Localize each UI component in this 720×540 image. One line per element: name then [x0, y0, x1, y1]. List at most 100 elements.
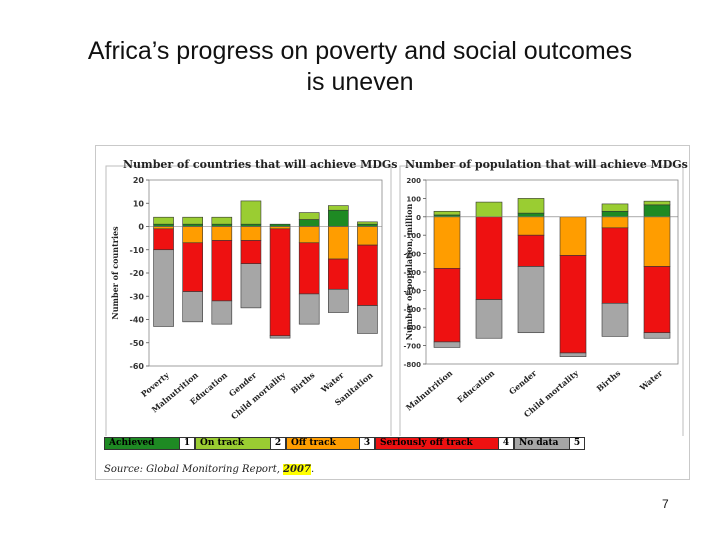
population-ytick-label: -300 [403, 269, 421, 277]
countries-bar-sanitation-off-track [357, 226, 378, 246]
countries-ytick-label: -20 [130, 269, 145, 278]
population-ytick-label: -800 [403, 361, 421, 369]
slide-title: Africa’s progress on poverty and social … [40, 36, 680, 98]
legend-label-no-data: No data [519, 438, 559, 448]
countries-bar-water-no-data [328, 288, 349, 313]
countries-bar-poverty-seriously-off-track [153, 228, 174, 251]
countries-bar-poverty-no-data [153, 249, 174, 327]
legend-code-on-track: 2 [270, 438, 285, 449]
countries-bar-sanitation-no-data [357, 305, 378, 334]
source-note: Source: Global Monitoring Report, 2007. [104, 464, 314, 475]
population-chart-title: Number of population that will achieve M… [405, 158, 688, 171]
population-bar-gender-seriously-off-track [517, 234, 545, 267]
population-bar-births-seriously-off-track [601, 227, 629, 304]
countries-bar-child-mortality-no-data [269, 335, 291, 339]
population-bar-malnutrition-no-data [433, 341, 461, 348]
population-bar-education-no-data [475, 299, 503, 339]
population-bar-water-on-track [643, 200, 671, 206]
countries-bar-water-achieved [328, 209, 349, 227]
population-ytick-label: 200 [406, 177, 421, 185]
countries-chart-title: Number of countries that will achieve MD… [123, 158, 398, 171]
page-number: 7 [662, 497, 669, 511]
population-bar-gender-on-track [517, 198, 545, 214]
countries-bar-gender-achieved [240, 223, 262, 227]
legend-code-achieved: 1 [179, 438, 194, 449]
countries-bar-births-on-track [298, 212, 320, 220]
countries-bar-gender-no-data [240, 263, 262, 309]
countries-bar-poverty-on-track [153, 216, 174, 225]
countries-bar-births-achieved [298, 219, 320, 227]
legend-label-off-track: Off track [291, 438, 336, 448]
legend-code-no-data: 5 [569, 438, 584, 449]
countries-bar-sanitation-achieved [357, 223, 378, 227]
source-suffix: . [310, 464, 315, 475]
legend-code-seriously-off-track: 4 [498, 438, 513, 449]
population-bar-water-off-track [643, 216, 671, 267]
slide-title-line-1: Africa’s progress on poverty and social … [87, 37, 633, 65]
countries-bar-education-on-track [211, 216, 233, 225]
population-bar-malnutrition-off-track [433, 216, 461, 269]
source-year: 2007 [283, 464, 311, 475]
charts-canvas: 20 100 -10 -20 -30 -40 -50 -60 Number of countri… [105, 165, 684, 436]
population-plot-area [425, 179, 679, 365]
countries-bar-education-no-data [211, 300, 233, 325]
legend-label-seriously-off-track: Seriously off track [380, 438, 473, 448]
countries-bar-births-off-track [298, 226, 320, 244]
countries-y-axis-label: Number of countries [110, 226, 120, 320]
population-ytick-label: -200 [403, 251, 421, 259]
countries-bar-child-mortality-off-track [269, 226, 291, 230]
countries-bar-sanitation-on-track [357, 221, 378, 225]
population-ytick-label: -700 [403, 343, 421, 351]
population-bar-malnutrition-on-track [433, 210, 461, 216]
countries-bar-malnutrition-achieved [182, 223, 203, 227]
source-prefix: Source [104, 464, 140, 475]
countries-bar-births-no-data [298, 293, 320, 325]
legend-item-no-data: No data 5 [514, 437, 585, 450]
legend-item-seriously-off-track: Seriously off track 4 [375, 437, 514, 450]
countries-bar-malnutrition-on-track [182, 216, 203, 225]
countries-bar-water-on-track [328, 205, 349, 211]
population-bar-water-achieved [643, 204, 671, 218]
countries-bar-malnutrition-no-data [182, 291, 203, 323]
countries-bar-education-seriously-off-track [211, 240, 233, 302]
countries-bar-child-mortality-seriously-off-track [269, 228, 291, 337]
countries-bar-gender-off-track [240, 226, 262, 241]
population-bar-gender-achieved [517, 212, 545, 218]
population-bar-births-no-data [601, 302, 629, 337]
population-y-axis-label: Number of population, million [404, 204, 414, 341]
countries-bar-poverty-off-track [153, 226, 174, 230]
population-bar-child-mortality-seriously-off-track [559, 255, 587, 354]
population-bar-water-seriously-off-track [643, 266, 671, 334]
figure-panel: 20 10 0 -10 -20 -30 -40 -50 -60 Number of countri… [95, 145, 690, 480]
population-bar-births-off-track [601, 216, 629, 229]
legend: Achieved 1 On track 2 Off track 3 Seriou… [104, 437, 585, 450]
legend-label-achieved: Achieved [109, 438, 155, 448]
countries-ytick-label: 10 [133, 199, 145, 208]
legend-code-off-track: 3 [359, 438, 374, 449]
countries-chart: 20 10 0 -10 -20 -30 -40 -50 -60 Number of countri… [105, 165, 392, 436]
population-bar-malnutrition-seriously-off-track [433, 268, 461, 343]
legend-item-off-track: Off track 3 [286, 437, 375, 450]
countries-ytick-label: -60 [130, 362, 145, 371]
countries-ytick-label: -40 [130, 316, 145, 325]
countries-ytick-label: -10 [130, 246, 145, 255]
population-ytick-label: 100 [406, 195, 421, 203]
countries-bar-poverty-achieved [153, 223, 174, 227]
countries-bar-sanitation-seriously-off-track [357, 244, 378, 306]
population-bar-education-on-track [475, 201, 503, 218]
countries-bar-gender-on-track [240, 200, 262, 225]
countries-ytick-label: 20 [133, 176, 145, 185]
population-chart: 200 100 0 -100 -200 -300 -400 -500 -600 -700 -800 N… [399, 165, 684, 436]
countries-bar-education-achieved [211, 223, 233, 227]
countries-ytick-label: -30 [130, 292, 145, 301]
countries-bar-malnutrition-seriously-off-track [182, 242, 203, 292]
population-bar-births-achieved [601, 210, 629, 218]
countries-ytick-label: -50 [130, 339, 145, 348]
legend-item-achieved: Achieved 1 [104, 437, 195, 450]
countries-bar-gender-seriously-off-track [240, 240, 262, 264]
population-bar-gender-off-track [517, 216, 545, 236]
population-ytick-label: -500 [403, 306, 421, 314]
population-bar-gender-no-data [517, 266, 545, 334]
population-bar-water-no-data [643, 332, 671, 339]
countries-bar-malnutrition-off-track [182, 226, 203, 244]
